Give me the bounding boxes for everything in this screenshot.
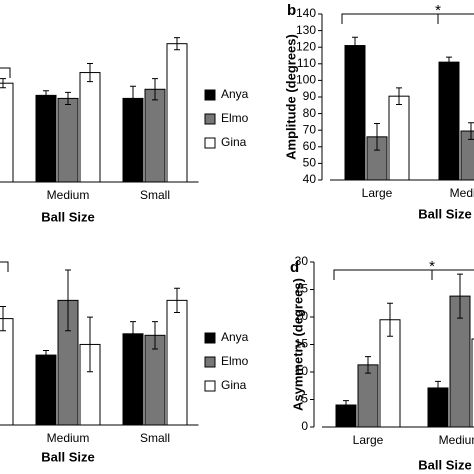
x-axis-title: Ball Size xyxy=(418,206,471,221)
y-tick-label: 80 xyxy=(303,106,317,120)
y-tick-label: 40 xyxy=(303,172,317,186)
bar xyxy=(438,61,460,181)
y-tick-label: 110 xyxy=(297,56,316,70)
panel-label: d xyxy=(290,259,299,276)
y-tick-label: 15 xyxy=(295,337,309,351)
significance-bracket xyxy=(333,269,474,280)
y-tick-label: 100 xyxy=(296,73,316,87)
error-bar xyxy=(457,273,463,319)
error-bar xyxy=(43,350,49,361)
bar xyxy=(0,82,14,183)
bar xyxy=(122,333,144,426)
y-tick-label: 50 xyxy=(303,156,317,170)
legend-swatch xyxy=(204,113,216,125)
y-tick-label: 0 xyxy=(301,419,308,433)
y-tick-label: 30 xyxy=(295,254,309,268)
error-bar xyxy=(352,36,358,55)
y-tick-label: 90 xyxy=(303,89,317,103)
error-bar xyxy=(0,78,6,89)
y-axis-title: Asymmetry (degrees) xyxy=(290,278,305,411)
legend-label: Elmo xyxy=(221,111,249,125)
bar xyxy=(344,45,366,181)
error-bar xyxy=(387,302,393,337)
legend-swatch xyxy=(204,137,216,149)
panel-label: b xyxy=(287,2,296,19)
y-tick-label: 70 xyxy=(303,122,317,136)
error-bar xyxy=(446,56,452,68)
bar xyxy=(35,354,57,426)
annotation: * xyxy=(435,2,441,19)
error-bar xyxy=(174,37,180,51)
error-bar xyxy=(43,90,49,101)
x-tick-label: Large xyxy=(362,186,393,200)
error-bar xyxy=(396,87,402,105)
bar xyxy=(388,95,410,181)
error-bar xyxy=(65,91,71,105)
bar xyxy=(0,318,14,426)
legend-swatch xyxy=(204,356,216,368)
legend-label: Gina xyxy=(221,378,247,392)
x-tick-label: Medium xyxy=(47,188,90,202)
bar xyxy=(471,338,474,428)
x-tick-label: Small xyxy=(140,431,170,445)
error-bar xyxy=(87,62,93,83)
y-tick-label: 140 xyxy=(296,6,316,20)
error-bar xyxy=(174,287,180,314)
y-tick-label: 25 xyxy=(295,282,309,296)
bar xyxy=(460,130,474,181)
x-axis-title: Ball Size xyxy=(41,209,94,224)
annotation: * xyxy=(429,258,435,275)
bar xyxy=(166,43,188,183)
error-bar xyxy=(343,400,349,410)
legend-swatch xyxy=(204,380,216,392)
y-axis-title: Amplitude (degrees) xyxy=(283,34,298,160)
bar xyxy=(79,72,101,183)
bar xyxy=(57,97,79,183)
y-tick-label: 10 xyxy=(295,364,309,378)
error-bar xyxy=(152,321,158,350)
x-tick-label: Medium xyxy=(450,186,474,200)
y-tick-label: 5 xyxy=(301,392,308,406)
legend-label: Elmo xyxy=(221,354,249,368)
y-tick-label: 20 xyxy=(295,309,309,323)
bar xyxy=(357,364,379,428)
x-tick-label: Small xyxy=(140,188,170,202)
error-bar xyxy=(130,85,136,112)
error-bar xyxy=(65,269,71,332)
y-tick-label: 130 xyxy=(296,23,316,37)
significance-bracket xyxy=(341,13,474,24)
bar xyxy=(166,299,188,426)
bar xyxy=(35,94,57,183)
error-bar xyxy=(152,78,158,101)
error-bar xyxy=(130,321,136,347)
significance-bracket xyxy=(0,67,11,78)
x-axis-title: Ball Size xyxy=(418,457,471,472)
y-tick-label: 120 xyxy=(296,39,316,53)
legend-label: Anya xyxy=(221,87,249,101)
error-bar xyxy=(468,122,474,140)
x-tick-label: Medium xyxy=(47,431,90,445)
error-bar xyxy=(87,316,93,373)
error-bar xyxy=(0,305,6,332)
legend-swatch xyxy=(204,89,216,101)
legend-label: Anya xyxy=(221,330,249,344)
legend-swatch xyxy=(204,332,216,344)
bar xyxy=(144,88,166,183)
y-tick-label: 60 xyxy=(303,139,317,153)
x-tick-label: Medium xyxy=(439,433,474,447)
error-bar xyxy=(374,123,380,151)
error-bar xyxy=(365,356,371,374)
x-tick-label: Large xyxy=(353,433,384,447)
significance-bracket xyxy=(0,261,9,272)
error-bar xyxy=(435,380,441,396)
x-axis-title: Ball Size xyxy=(41,449,94,464)
legend-label: Gina xyxy=(221,135,247,149)
